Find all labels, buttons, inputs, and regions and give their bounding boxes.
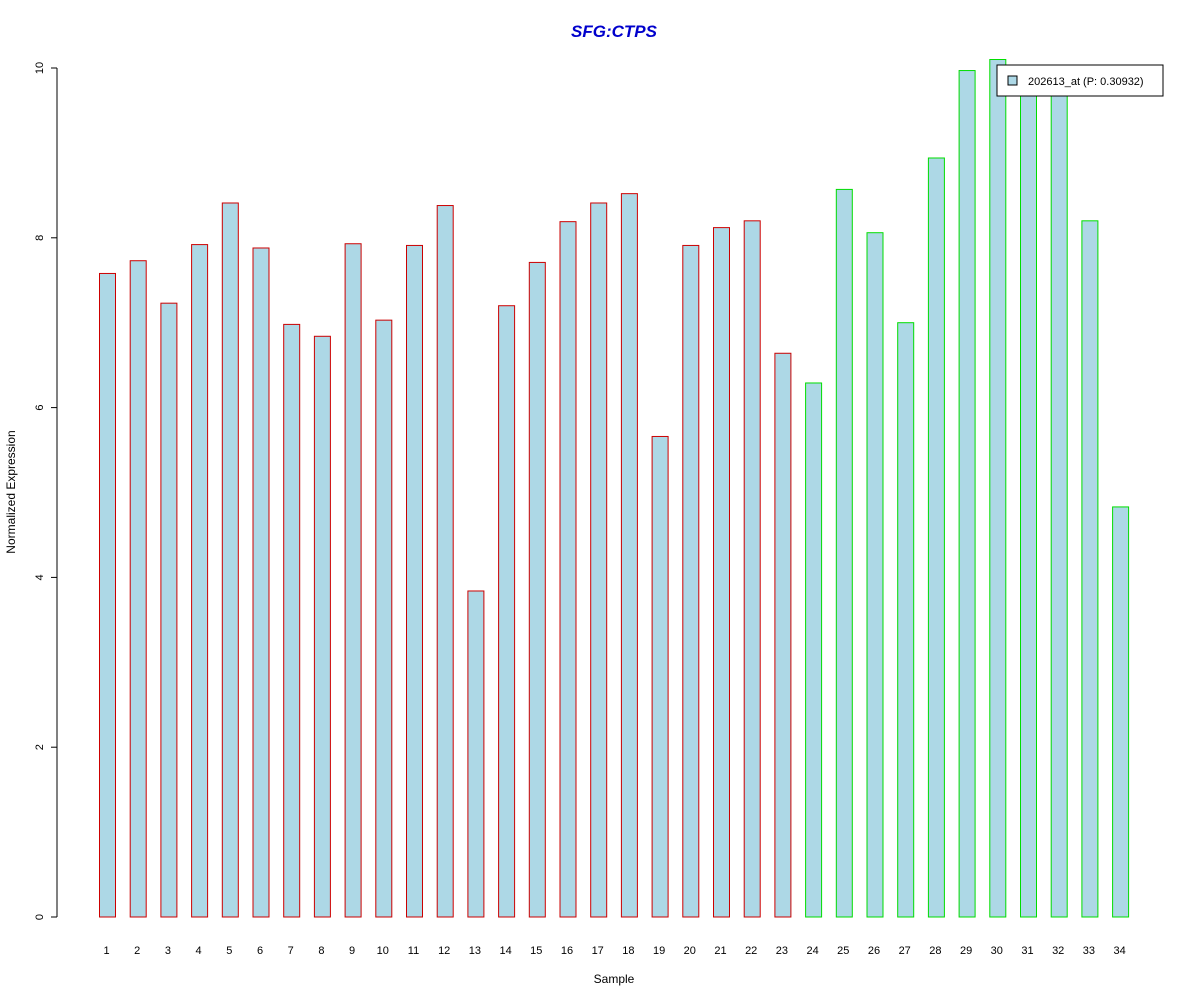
bar-11 (406, 244, 423, 918)
x-tick-label: 19 (653, 945, 665, 957)
bar-22 (743, 220, 761, 918)
bar-14 (498, 305, 516, 918)
x-axis-label: Sample (594, 972, 635, 986)
bar-34 (1112, 506, 1130, 918)
bar-2 (129, 260, 147, 918)
x-tick-label: 23 (776, 945, 788, 957)
x-tick-label: 29 (960, 945, 972, 957)
x-tick-label: 34 (1113, 945, 1125, 957)
x-tick-label: 5 (226, 945, 232, 957)
x-tick-label: 7 (288, 945, 294, 957)
x-tick-label: 26 (868, 945, 880, 957)
x-tick-label: 9 (349, 945, 355, 957)
y-axis: 0 2 4 6 8 10 (34, 62, 58, 920)
x-tick-label: 6 (257, 945, 263, 957)
x-tick-label: 16 (561, 945, 573, 957)
x-tick-label: 28 (929, 945, 941, 957)
x-tick-label: 22 (745, 945, 757, 957)
x-tick-label: 8 (318, 945, 324, 957)
x-tick-label: 27 (899, 945, 911, 957)
bar-15 (528, 261, 546, 918)
y-tick-label: 10 (34, 62, 46, 74)
bar-20 (682, 244, 700, 918)
x-tick-label: 1 (103, 945, 109, 957)
bar-32 (1050, 92, 1068, 918)
x-tick-label: 24 (806, 945, 818, 957)
legend-swatch (1007, 75, 1018, 86)
y-axis-label: Normalized Expression (4, 430, 18, 553)
bar-17 (590, 202, 608, 918)
y-tick-label: 8 (34, 235, 46, 241)
bar-series (99, 59, 1130, 918)
legend: 202613_at (P: 0.30932) (996, 64, 1164, 97)
x-tick-label: 13 (469, 945, 481, 957)
x-tick-label: 4 (196, 945, 202, 957)
bar-9 (344, 243, 362, 918)
x-tick-label: 17 (592, 945, 604, 957)
bar-10 (375, 319, 393, 918)
bar-5 (221, 202, 239, 918)
bar-31 (1020, 92, 1037, 918)
bar-3 (160, 302, 178, 918)
x-tick-label: 21 (714, 945, 726, 957)
bar-16 (559, 221, 577, 918)
x-tick-label: 3 (165, 945, 171, 957)
x-axis-tick-labels: 1 2 3 4 5 6 7 8 9 10 11 12 13 14 15 16 17 18 19 20 21 22 23 24 2… (103, 945, 1125, 957)
bar-4 (191, 244, 209, 918)
bar-23 (774, 352, 792, 918)
legend-series-label: 202613_at (P: 0.30932) (1028, 76, 1144, 88)
bar-33 (1081, 220, 1099, 918)
bar-25 (835, 188, 853, 918)
bar-13 (467, 590, 485, 918)
bar-24 (805, 382, 823, 918)
bar-6 (252, 247, 270, 918)
bar-8 (313, 335, 331, 918)
bar-26 (866, 232, 884, 918)
legend-box (996, 64, 1164, 97)
y-tick-label: 2 (34, 744, 46, 750)
bar-1 (99, 272, 116, 918)
x-tick-label: 15 (530, 945, 542, 957)
bar-30 (989, 59, 1007, 918)
x-tick-label: 25 (837, 945, 849, 957)
bar-7 (283, 323, 301, 918)
x-tick-label: 11 (408, 945, 419, 957)
bar-12 (436, 205, 454, 918)
x-tick-label: 32 (1052, 945, 1064, 957)
x-tick-label: 31 (1021, 945, 1033, 957)
x-tick-label: 18 (622, 945, 634, 957)
y-tick-label: 4 (34, 574, 46, 580)
bar-19 (651, 435, 669, 918)
bar-27 (897, 322, 915, 918)
x-tick-label: 10 (377, 945, 389, 957)
bar-21 (713, 227, 730, 918)
y-tick-label: 0 (34, 914, 46, 920)
bar-28 (927, 157, 945, 918)
x-tick-label: 20 (684, 945, 696, 957)
x-tick-label: 12 (438, 945, 450, 957)
x-tick-label: 2 (134, 945, 140, 957)
bar-18 (620, 193, 638, 918)
x-tick-label: 33 (1083, 945, 1095, 957)
chart-title: SFG:CTPS (571, 22, 658, 41)
x-tick-label: 30 (991, 945, 1003, 957)
x-tick-label: 14 (499, 945, 511, 957)
y-tick-label: 6 (34, 405, 46, 411)
bar-29 (958, 70, 976, 918)
